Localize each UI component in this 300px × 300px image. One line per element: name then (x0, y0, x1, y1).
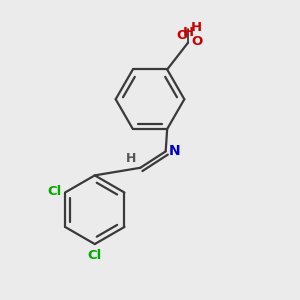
Text: H: H (191, 21, 202, 34)
Text: O: O (191, 34, 202, 48)
Text: Cl: Cl (48, 184, 62, 198)
Text: H: H (125, 152, 136, 165)
Text: H: H (183, 26, 194, 39)
Text: O: O (176, 29, 188, 42)
Text: Cl: Cl (88, 249, 102, 262)
Text: N: N (169, 144, 180, 158)
